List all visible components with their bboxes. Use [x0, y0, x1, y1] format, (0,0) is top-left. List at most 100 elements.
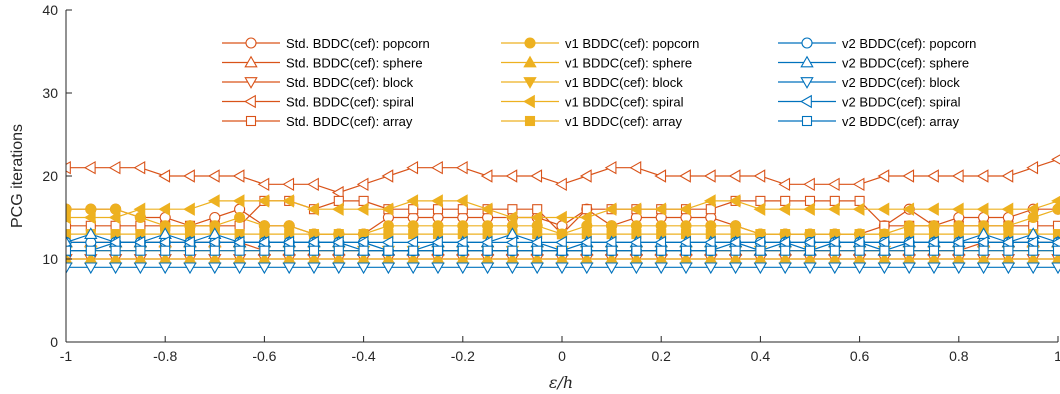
legend-item: v1 BDDC(cef): array	[501, 114, 683, 129]
data-point	[66, 262, 73, 275]
data-point	[505, 235, 518, 250]
data-point	[456, 262, 470, 275]
data-point	[308, 245, 320, 256]
data-point	[877, 262, 892, 275]
data-point	[556, 245, 568, 256]
legend-marker	[801, 115, 813, 127]
data-point	[505, 169, 518, 183]
data-point	[282, 177, 295, 191]
legend: Std. BDDC(cef): popcorn Std. BDDC(cef): s…	[222, 36, 976, 129]
data-point	[356, 202, 369, 216]
data-point	[654, 169, 667, 183]
data-point	[108, 210, 121, 225]
data-point	[1028, 245, 1039, 256]
data-point	[852, 177, 865, 191]
data-point	[381, 235, 394, 250]
series-8	[66, 194, 1060, 225]
data-point	[108, 235, 121, 250]
data-point	[604, 161, 617, 175]
data-point	[804, 245, 816, 256]
data-point	[455, 235, 468, 250]
data-point	[879, 245, 890, 256]
data-point	[406, 194, 419, 208]
data-point	[207, 169, 220, 183]
data-point	[803, 177, 815, 191]
data-point	[83, 161, 96, 175]
data-point	[579, 210, 592, 225]
data-point	[728, 194, 741, 208]
legend-item: v2 BDDC(cef): array	[778, 114, 960, 129]
legend-marker	[800, 94, 812, 109]
data-point	[383, 245, 394, 256]
data-point	[530, 262, 544, 275]
x-tick-label: 1	[1054, 348, 1060, 364]
data-point	[331, 202, 344, 216]
data-point	[66, 235, 73, 248]
legend-marker	[245, 37, 257, 49]
data-point	[852, 202, 865, 216]
data-point	[482, 245, 493, 256]
data-point	[1052, 203, 1060, 215]
data-point	[66, 229, 72, 240]
data-point	[629, 262, 644, 275]
data-point	[1026, 227, 1040, 239]
legend-label: v2 BDDC(cef): sphere	[842, 56, 969, 71]
legend-item: Std. BDDC(cef): spiral	[222, 95, 414, 110]
y-tick-label: 40	[42, 2, 58, 18]
legend-marker	[523, 77, 537, 89]
y-axis-label: PCG iterations	[9, 124, 26, 228]
data-point	[530, 235, 543, 250]
data-point	[1001, 169, 1014, 183]
data-point	[679, 202, 691, 216]
data-point	[66, 252, 73, 264]
legend-marker	[524, 115, 536, 127]
data-point	[480, 235, 493, 250]
data-point	[505, 262, 520, 275]
data-point	[381, 202, 394, 216]
data-point	[778, 177, 791, 191]
data-point	[852, 235, 865, 250]
data-point	[803, 202, 815, 216]
legend-label: Std. BDDC(cef): sphere	[286, 56, 423, 71]
data-point	[753, 235, 766, 250]
data-point	[257, 177, 270, 191]
data-point	[704, 262, 718, 275]
data-point	[951, 235, 964, 250]
data-point	[108, 262, 123, 275]
data-point	[331, 185, 344, 200]
legend-label: v1 BDDC(cef): array	[565, 114, 683, 129]
data-point	[84, 262, 98, 275]
data-point	[778, 262, 792, 275]
data-point	[631, 245, 642, 256]
data-point	[579, 169, 592, 183]
data-point	[232, 194, 245, 208]
data-point	[629, 161, 642, 175]
axes: -1 -0.8 -0.6 -0.4 -0.2 0 0.2 0.4 0.6 0.8 101020304…	[42, 2, 1060, 364]
data-point	[232, 169, 245, 183]
data-point	[232, 262, 247, 275]
data-point	[579, 235, 592, 250]
data-point	[457, 245, 468, 256]
data-point	[1001, 262, 1016, 275]
legend-item: Std. BDDC(cef): block	[222, 75, 414, 90]
data-point	[581, 245, 592, 256]
data-point	[356, 235, 369, 250]
data-point	[606, 245, 617, 256]
data-point	[307, 262, 321, 275]
x-tick-label: -1	[60, 348, 73, 364]
data-point	[66, 245, 72, 256]
data-point	[83, 210, 96, 225]
data-point	[532, 245, 543, 256]
x-axis-label: ε/h	[549, 373, 573, 392]
data-point	[84, 227, 98, 239]
data-point	[431, 235, 443, 250]
data-point	[331, 235, 344, 250]
data-point	[356, 177, 369, 191]
legend-label: Std. BDDC(cef): block	[286, 75, 414, 90]
data-point	[66, 210, 71, 225]
data-point	[976, 235, 989, 250]
legend-marker	[244, 94, 256, 109]
data-point	[780, 245, 791, 256]
data-point	[904, 245, 915, 256]
